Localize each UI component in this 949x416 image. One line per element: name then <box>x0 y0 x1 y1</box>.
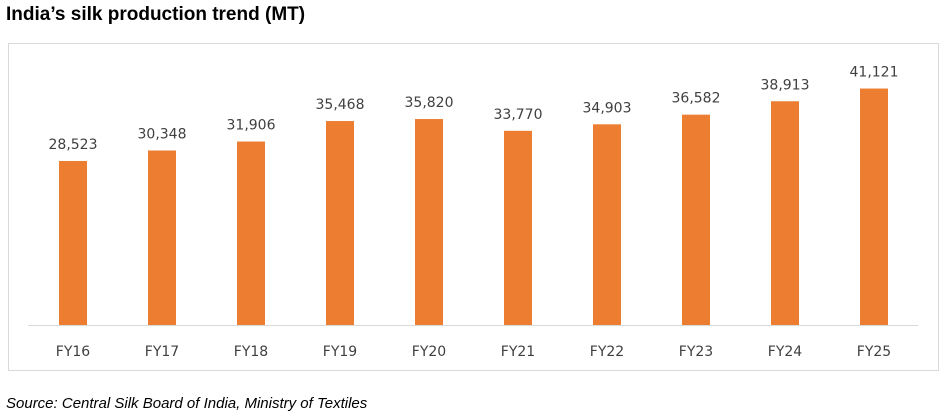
x-tick-FY20: FY20 <box>412 344 446 360</box>
x-tick-FY24: FY24 <box>768 344 803 360</box>
x-tick-FY16: FY16 <box>56 344 91 360</box>
bar-FY25 <box>860 88 888 325</box>
x-tick-FY18: FY18 <box>234 344 268 360</box>
data-label-FY24: 38,913 <box>761 77 810 93</box>
data-label-FY25: 41,121 <box>850 65 899 81</box>
data-label-FY21: 33,770 <box>494 107 543 123</box>
x-tick-FY25: FY25 <box>857 344 891 360</box>
chart-frame <box>8 43 939 371</box>
x-tick-FY21: FY21 <box>501 344 535 360</box>
bar-FY20 <box>415 119 443 325</box>
data-label-FY18: 31,906 <box>227 118 276 134</box>
data-label-FY23: 36,582 <box>672 91 721 107</box>
data-label-FY20: 35,820 <box>405 95 454 111</box>
data-label-FY16: 28,523 <box>49 137 98 153</box>
bar-FY24 <box>771 101 799 326</box>
x-tick-FY19: FY19 <box>323 344 357 360</box>
bar-FY17 <box>148 150 176 325</box>
bar-FY18 <box>237 141 265 325</box>
bar-FY22 <box>593 124 621 326</box>
data-label-FY17: 30,348 <box>138 126 187 142</box>
bar-FY21 <box>504 130 532 325</box>
x-tick-FY22: FY22 <box>590 344 624 360</box>
data-label-FY22: 34,903 <box>583 100 632 116</box>
bar-FY16 <box>59 160 87 325</box>
data-label-FY19: 35,468 <box>316 97 365 113</box>
source-note: Source: Central Silk Board of India, Min… <box>6 395 368 412</box>
bar-FY23 <box>682 114 710 325</box>
x-tick-FY17: FY17 <box>145 344 179 360</box>
chart-title: India’s silk production trend (MT) <box>6 4 306 25</box>
bar-FY19 <box>326 121 354 326</box>
x-tick-FY23: FY23 <box>679 344 713 360</box>
